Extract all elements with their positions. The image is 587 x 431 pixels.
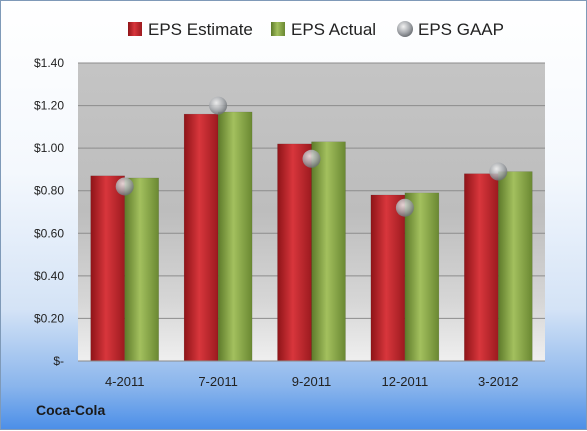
bar-eps-estimate — [277, 143, 312, 362]
y-tick-label: $- — [53, 354, 64, 368]
x-tick-label: 9-2011 — [292, 374, 332, 389]
marker-eps-gaap — [302, 149, 321, 168]
x-tick-label: 3-2012 — [478, 374, 518, 389]
bar-eps-actual — [217, 111, 253, 362]
bar-eps-estimate — [90, 175, 125, 362]
y-tick-label: $0.20 — [34, 311, 64, 325]
marker-eps-gaap — [115, 177, 134, 196]
marker-eps-gaap — [489, 162, 508, 181]
x-tick-label: 4-2011 — [105, 374, 145, 389]
bar-eps-actual — [311, 141, 346, 362]
legend-label: EPS GAAP — [418, 20, 504, 39]
marker-eps-gaap — [395, 198, 414, 217]
legend-swatch — [271, 22, 285, 36]
bar-eps-actual — [124, 177, 159, 362]
bar-eps-actual — [498, 171, 533, 362]
marker-eps-gaap — [209, 96, 228, 115]
y-tick-label: $1.20 — [34, 99, 64, 113]
y-tick-label: $1.40 — [34, 56, 64, 70]
company-name: Coca-Cola — [36, 402, 106, 418]
legend-label: EPS Estimate — [148, 20, 253, 39]
bar-eps-estimate — [183, 113, 219, 362]
y-tick-label: $0.60 — [34, 226, 64, 240]
legend-marker-icon — [397, 21, 413, 37]
legend-label: EPS Actual — [291, 20, 376, 39]
bar-eps-actual — [404, 192, 440, 362]
x-tick-label: 7-2011 — [198, 374, 238, 389]
y-tick-label: $0.40 — [34, 269, 64, 283]
bar-eps-estimate — [464, 173, 499, 362]
legend-swatch — [128, 22, 142, 36]
y-tick-label: $1.00 — [34, 141, 64, 155]
x-tick-label: 12-2011 — [382, 374, 429, 389]
y-tick-label: $0.80 — [34, 184, 64, 198]
bar-eps-estimate — [370, 194, 406, 362]
